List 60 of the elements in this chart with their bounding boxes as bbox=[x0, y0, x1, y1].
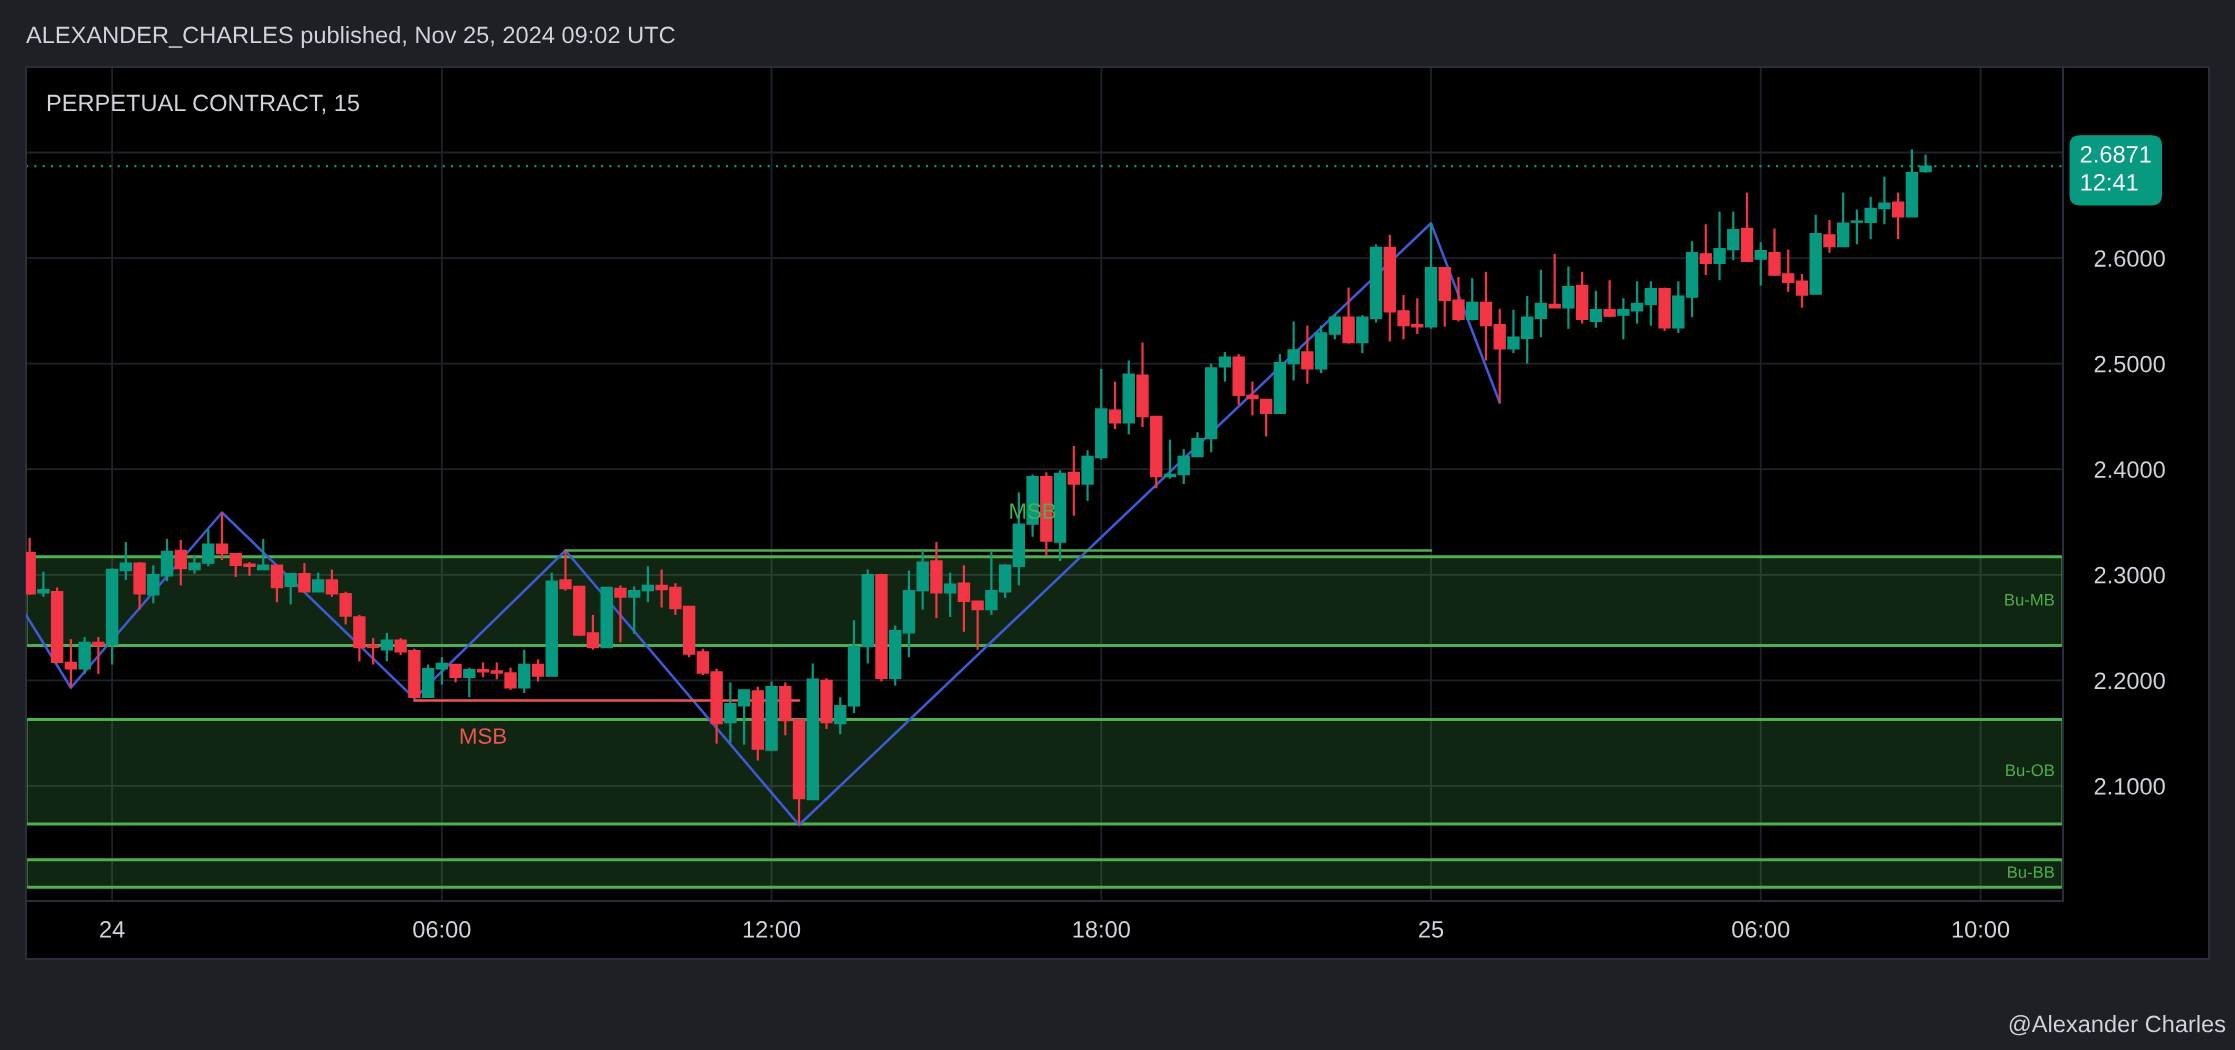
y-tick-label: 2.4000 bbox=[2094, 461, 2165, 479]
candlestick bbox=[1548, 252, 1561, 309]
candlestick bbox=[1562, 265, 1575, 330]
candlestick bbox=[1301, 324, 1314, 385]
candlestick bbox=[518, 648, 531, 695]
band-label: Bu-BB bbox=[2008, 866, 2054, 879]
x-tick-label: 18:00 bbox=[1073, 921, 1130, 938]
candlestick bbox=[380, 631, 394, 663]
y-tick-label: 2.2000 bbox=[2094, 672, 2165, 690]
text: ALEXANDER_CHARLES published, Nov 25, 2024 09:02 UTC bbox=[26, 26, 675, 48]
band-label: Bu-MB bbox=[2005, 594, 2054, 606]
text: @Alexander Charles bbox=[2009, 1014, 2226, 1036]
candlestick bbox=[1218, 350, 1232, 383]
candlestick bbox=[270, 564, 284, 604]
candlestick bbox=[1754, 241, 1767, 287]
x-tick-label: 24 bbox=[100, 921, 125, 938]
candlestick bbox=[119, 540, 133, 582]
candlestick bbox=[92, 635, 105, 676]
annotation: MSB bbox=[460, 728, 506, 744]
candlestick bbox=[586, 613, 600, 651]
annotation: MSB bbox=[1010, 503, 1056, 519]
y-tick-label: 2.5000 bbox=[2094, 355, 2165, 373]
candlestick bbox=[1699, 223, 1712, 277]
candlestick bbox=[463, 666, 476, 699]
candlestick bbox=[614, 584, 627, 644]
candlestick bbox=[1823, 218, 1836, 254]
candlestick bbox=[1067, 444, 1080, 517]
candlestick bbox=[1328, 312, 1342, 341]
candlestick bbox=[174, 538, 187, 587]
candlestick bbox=[834, 696, 847, 736]
x-tick-label: 10:00 bbox=[1952, 921, 2010, 938]
x-tick-label: 06:00 bbox=[413, 921, 471, 938]
candlestick bbox=[311, 571, 325, 593]
candlestick bbox=[1534, 268, 1548, 339]
y-tick-label: 2.1000 bbox=[2094, 778, 2165, 795]
x-tick-label: 25 bbox=[1419, 921, 1444, 938]
candlestick bbox=[1259, 398, 1273, 438]
ref-line-label: 2.6871 12:41 bbox=[2080, 145, 2151, 191]
candlestick bbox=[37, 570, 50, 599]
candlestick bbox=[1836, 191, 1850, 248]
candlestick bbox=[943, 571, 957, 619]
candlestick bbox=[1479, 270, 1493, 362]
candlestick bbox=[1644, 280, 1658, 327]
band-label: Bu-OB bbox=[2006, 764, 2054, 777]
candlestick bbox=[627, 585, 641, 636]
candlestick bbox=[298, 562, 311, 593]
candlestick bbox=[1795, 272, 1809, 309]
y-tick-label: 2.6000 bbox=[2094, 250, 2165, 267]
candlestick bbox=[1466, 277, 1479, 322]
y-tick-label: 2.3000 bbox=[2094, 566, 2165, 584]
text: PERPETUAL CONTRACT, 15 bbox=[47, 94, 359, 115]
candlestick bbox=[284, 572, 297, 606]
candlestick bbox=[531, 658, 545, 683]
x-tick-label: 06:00 bbox=[1732, 921, 1790, 938]
candlestick bbox=[1589, 289, 1603, 329]
x-tick-label: 12:00 bbox=[743, 921, 801, 938]
candlestick bbox=[1891, 191, 1905, 241]
candlestick bbox=[1108, 380, 1122, 431]
candlestick bbox=[1603, 279, 1616, 319]
candlestick bbox=[215, 511, 229, 562]
